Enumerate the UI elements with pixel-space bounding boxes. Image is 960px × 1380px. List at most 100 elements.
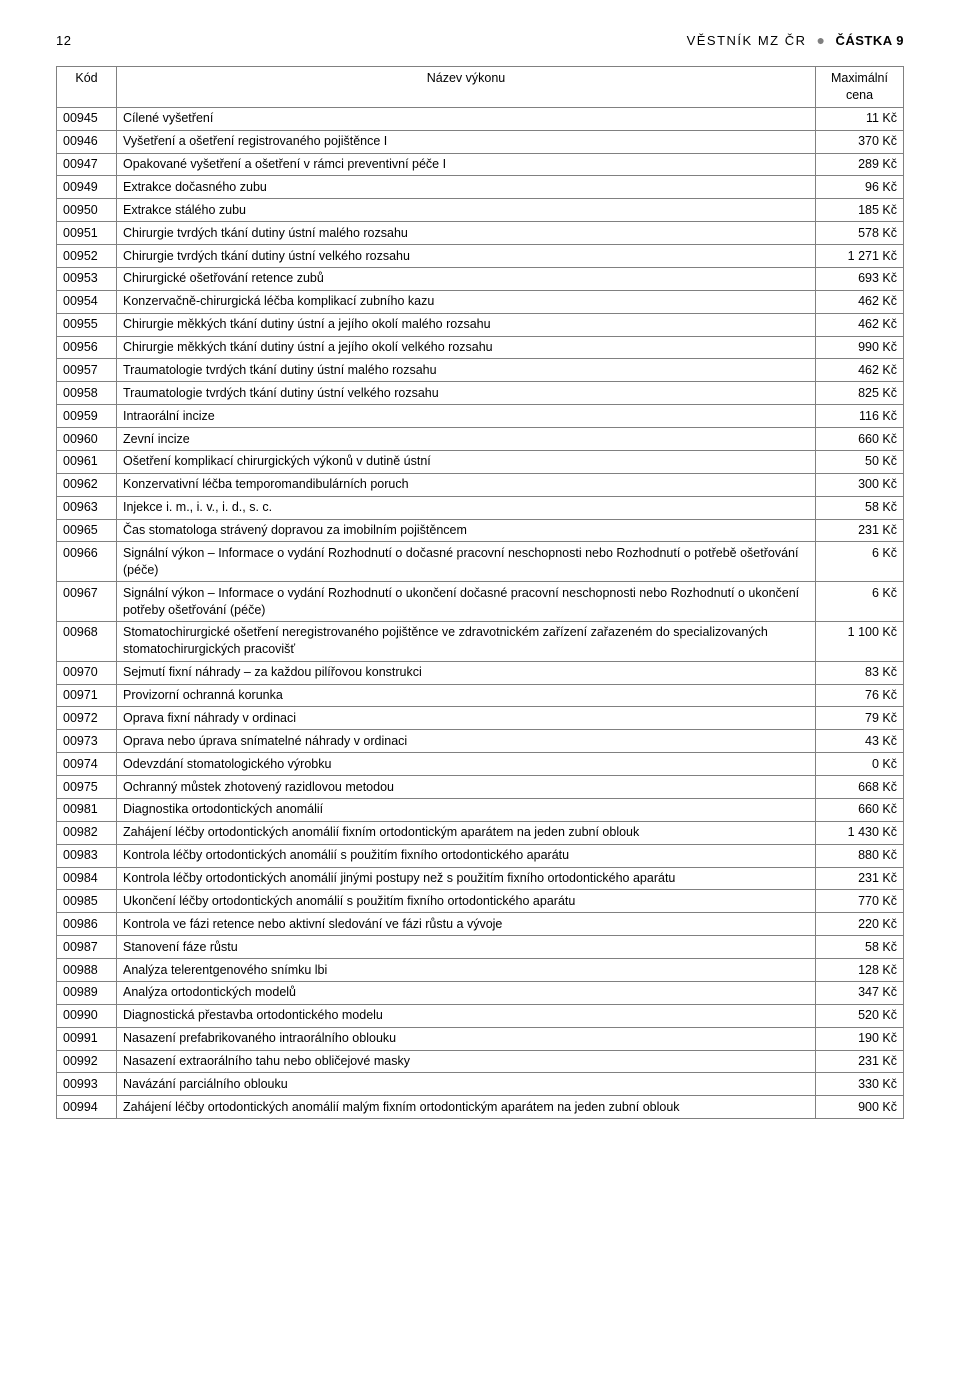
cell-kod: 00955 xyxy=(57,313,117,336)
cell-kod: 00994 xyxy=(57,1096,117,1119)
cell-name: Ukončení léčby ortodontických anomálií s… xyxy=(117,890,816,913)
cell-name: Chirurgické ošetřování retence zubů xyxy=(117,267,816,290)
cell-kod: 00970 xyxy=(57,661,117,684)
cell-name: Ošetření komplikací chirurgických výkonů… xyxy=(117,450,816,473)
cell-kod: 00972 xyxy=(57,707,117,730)
cell-kod: 00951 xyxy=(57,222,117,245)
cell-name: Chirurgie tvrdých tkání dutiny ústní vel… xyxy=(117,245,816,268)
cell-price: 58 Kč xyxy=(816,936,904,959)
cell-name: Zahájení léčby ortodontických anomálií m… xyxy=(117,1096,816,1119)
cell-name: Extrakce dočasného zubu xyxy=(117,176,816,199)
cell-name: Nasazení extraorálního tahu nebo obličej… xyxy=(117,1050,816,1073)
cell-price: 462 Kč xyxy=(816,290,904,313)
table-row: 00955Chirurgie měkkých tkání dutiny ústn… xyxy=(57,313,904,336)
cell-price: 83 Kč xyxy=(816,661,904,684)
cell-kod: 00953 xyxy=(57,267,117,290)
table-row: 00953Chirurgické ošetřování retence zubů… xyxy=(57,267,904,290)
cell-name: Analýza ortodontických modelů xyxy=(117,981,816,1004)
cell-kod: 00963 xyxy=(57,496,117,519)
cell-name: Signální výkon – Informace o vydání Rozh… xyxy=(117,582,816,622)
cell-kod: 00990 xyxy=(57,1004,117,1027)
cell-name: Odevzdání stomatologického výrobku xyxy=(117,753,816,776)
cell-price: 116 Kč xyxy=(816,405,904,428)
table-row: 00985Ukončení léčby ortodontických anomá… xyxy=(57,890,904,913)
cell-price: 79 Kč xyxy=(816,707,904,730)
table-row: 00970Sejmutí fixní náhrady – za každou p… xyxy=(57,661,904,684)
table-row: 00981Diagnostika ortodontických anomálií… xyxy=(57,798,904,821)
table-row: 00966Signální výkon – Informace o vydání… xyxy=(57,542,904,582)
cell-name: Kontrola léčby ortodontických anomálií s… xyxy=(117,844,816,867)
cell-price: 58 Kč xyxy=(816,496,904,519)
cell-price: 660 Kč xyxy=(816,798,904,821)
cell-price: 96 Kč xyxy=(816,176,904,199)
cell-price: 462 Kč xyxy=(816,359,904,382)
cell-kod: 00946 xyxy=(57,130,117,153)
table-row: 00951Chirurgie tvrdých tkání dutiny ústn… xyxy=(57,222,904,245)
table-row: 00959Intraorální incize116 Kč xyxy=(57,405,904,428)
cell-price: 128 Kč xyxy=(816,959,904,982)
cell-kod: 00958 xyxy=(57,382,117,405)
cell-kod: 00988 xyxy=(57,959,117,982)
cell-kod: 00965 xyxy=(57,519,117,542)
cell-price: 43 Kč xyxy=(816,730,904,753)
cell-name: Analýza telerentgenového snímku lbi xyxy=(117,959,816,982)
cell-name: Navázání parciálního oblouku xyxy=(117,1073,816,1096)
table-row: 00990Diagnostická přestavba ortodontické… xyxy=(57,1004,904,1027)
cell-price: 0 Kč xyxy=(816,753,904,776)
table-row: 00993Navázání parciálního oblouku330 Kč xyxy=(57,1073,904,1096)
cell-kod: 00971 xyxy=(57,684,117,707)
cell-price: 1 271 Kč xyxy=(816,245,904,268)
table-row: 00963Injekce i. m., i. v., i. d., s. c.5… xyxy=(57,496,904,519)
cell-price: 220 Kč xyxy=(816,913,904,936)
table-row: 00989Analýza ortodontických modelů347 Kč xyxy=(57,981,904,1004)
table-row: 00984Kontrola léčby ortodontických anomá… xyxy=(57,867,904,890)
cell-name: Chirurgie měkkých tkání dutiny ústní a j… xyxy=(117,313,816,336)
cell-price: 6 Kč xyxy=(816,582,904,622)
cell-name: Čas stomatologa strávený dopravou za imo… xyxy=(117,519,816,542)
cell-kod: 00981 xyxy=(57,798,117,821)
cell-price: 520 Kč xyxy=(816,1004,904,1027)
cell-name: Konzervativní léčba temporomandibulárníc… xyxy=(117,473,816,496)
table-row: 00971Provizorní ochranná korunka76 Kč xyxy=(57,684,904,707)
table-row: 00946Vyšetření a ošetření registrovaného… xyxy=(57,130,904,153)
cell-price: 578 Kč xyxy=(816,222,904,245)
cell-kod: 00960 xyxy=(57,428,117,451)
cell-kod: 00956 xyxy=(57,336,117,359)
table-header-row: Kód Název výkonu Maximální cena xyxy=(57,67,904,108)
cell-price: 825 Kč xyxy=(816,382,904,405)
table-row: 00983Kontrola léčby ortodontických anomá… xyxy=(57,844,904,867)
cell-name: Zevní incize xyxy=(117,428,816,451)
cell-kod: 00961 xyxy=(57,450,117,473)
cell-kod: 00983 xyxy=(57,844,117,867)
cell-kod: 00949 xyxy=(57,176,117,199)
col-header-price: Maximální cena xyxy=(816,67,904,108)
cell-price: 231 Kč xyxy=(816,867,904,890)
cell-name: Vyšetření a ošetření registrovaného poji… xyxy=(117,130,816,153)
cell-name: Injekce i. m., i. v., i. d., s. c. xyxy=(117,496,816,519)
cell-name: Provizorní ochranná korunka xyxy=(117,684,816,707)
cell-kod: 00966 xyxy=(57,542,117,582)
cell-price: 1 100 Kč xyxy=(816,621,904,661)
cell-price: 11 Kč xyxy=(816,107,904,130)
table-row: 00992Nasazení extraorálního tahu nebo ob… xyxy=(57,1050,904,1073)
cell-price: 76 Kč xyxy=(816,684,904,707)
table-row: 00960Zevní incize660 Kč xyxy=(57,428,904,451)
table-row: 00954Konzervačně-chirurgická léčba kompl… xyxy=(57,290,904,313)
cell-price: 300 Kč xyxy=(816,473,904,496)
table-row: 00994Zahájení léčby ortodontických anomá… xyxy=(57,1096,904,1119)
cell-kod: 00982 xyxy=(57,821,117,844)
cell-name: Stanovení fáze růstu xyxy=(117,936,816,959)
header-vestnik: VĚSTNÍK MZ ČR xyxy=(687,33,807,48)
table-row: 00958Traumatologie tvrdých tkání dutiny … xyxy=(57,382,904,405)
cell-kod: 00952 xyxy=(57,245,117,268)
cell-name: Chirurgie měkkých tkání dutiny ústní a j… xyxy=(117,336,816,359)
page-header: 12 VĚSTNÍK MZ ČR ● ČÁSTKA 9 xyxy=(56,32,904,48)
table-row: 00975Ochranný můstek zhotovený razidlovo… xyxy=(57,776,904,799)
cell-name: Ochranný můstek zhotovený razidlovou met… xyxy=(117,776,816,799)
page-number: 12 xyxy=(56,33,71,48)
cell-name: Zahájení léčby ortodontických anomálií f… xyxy=(117,821,816,844)
cell-kod: 00985 xyxy=(57,890,117,913)
table-row: 00974Odevzdání stomatologického výrobku0… xyxy=(57,753,904,776)
cell-name: Diagnostika ortodontických anomálií xyxy=(117,798,816,821)
cell-name: Kontrola léčby ortodontických anomálií j… xyxy=(117,867,816,890)
